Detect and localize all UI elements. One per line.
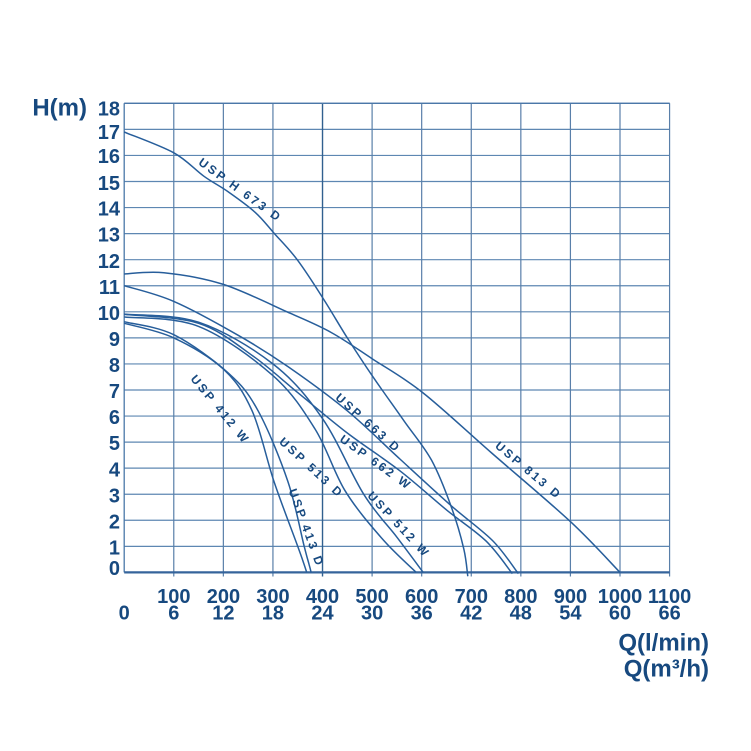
- svg-text:200: 200: [207, 586, 240, 608]
- svg-text:9: 9: [109, 329, 120, 351]
- svg-text:17: 17: [98, 122, 120, 144]
- svg-text:Q(m³/h): Q(m³/h): [624, 656, 709, 683]
- svg-text:36: 36: [411, 603, 433, 625]
- svg-text:13: 13: [98, 225, 120, 247]
- svg-text:5: 5: [109, 433, 120, 455]
- svg-text:800: 800: [504, 586, 537, 608]
- svg-text:16: 16: [98, 146, 120, 168]
- svg-text:60: 60: [609, 603, 631, 625]
- svg-text:1100: 1100: [648, 586, 691, 608]
- svg-text:1: 1: [109, 537, 120, 559]
- svg-text:48: 48: [510, 603, 532, 625]
- svg-text:12: 12: [98, 251, 120, 273]
- svg-text:3: 3: [109, 485, 120, 507]
- svg-text:900: 900: [554, 586, 587, 608]
- svg-text:500: 500: [355, 586, 388, 608]
- svg-text:66: 66: [658, 603, 680, 625]
- svg-text:100: 100: [157, 586, 190, 608]
- svg-text:54: 54: [559, 603, 582, 625]
- svg-text:15: 15: [98, 173, 120, 195]
- svg-text:6: 6: [168, 603, 179, 625]
- svg-text:14: 14: [98, 199, 121, 221]
- svg-text:7: 7: [109, 381, 120, 403]
- svg-text:Q(l/min): Q(l/min): [618, 630, 709, 657]
- svg-text:H(m): H(m): [32, 95, 87, 122]
- svg-text:4: 4: [109, 459, 121, 481]
- svg-text:10: 10: [98, 303, 120, 325]
- svg-text:700: 700: [455, 586, 488, 608]
- svg-text:0: 0: [119, 603, 130, 625]
- svg-text:2: 2: [109, 511, 120, 533]
- svg-text:11: 11: [99, 277, 120, 299]
- svg-text:18: 18: [262, 603, 284, 625]
- svg-text:8: 8: [109, 355, 120, 377]
- svg-text:600: 600: [405, 586, 438, 608]
- svg-text:0: 0: [109, 558, 120, 580]
- svg-text:400: 400: [306, 586, 339, 608]
- svg-text:24: 24: [311, 603, 334, 625]
- svg-text:12: 12: [212, 603, 234, 625]
- svg-text:30: 30: [361, 603, 383, 625]
- svg-text:18: 18: [98, 98, 120, 120]
- svg-text:1000: 1000: [598, 586, 643, 608]
- svg-text:42: 42: [460, 603, 482, 625]
- svg-text:300: 300: [256, 586, 289, 608]
- svg-text:6: 6: [109, 407, 120, 429]
